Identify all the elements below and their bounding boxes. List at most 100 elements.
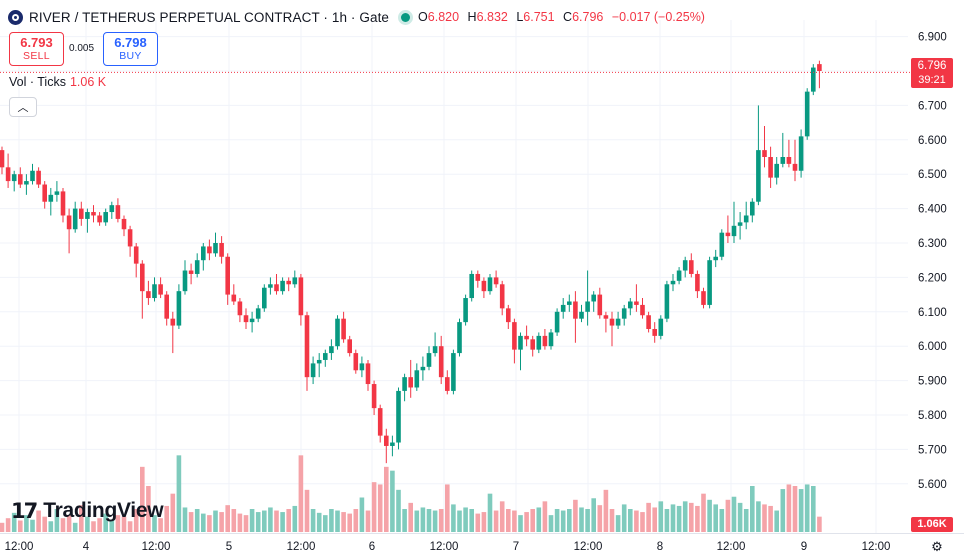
volume-bar bbox=[18, 520, 23, 532]
time-tick-label: 4 bbox=[83, 541, 90, 553]
volume-bar bbox=[768, 505, 773, 532]
candle-down bbox=[158, 284, 163, 295]
candle-down bbox=[512, 322, 517, 350]
candle-down bbox=[188, 270, 194, 274]
volume-bar bbox=[652, 507, 657, 532]
volume-bar bbox=[194, 509, 200, 532]
volume-bar bbox=[347, 513, 352, 532]
candle-up bbox=[719, 232, 725, 257]
volume-bar bbox=[408, 502, 413, 532]
candle-down bbox=[66, 215, 72, 230]
volume-bar bbox=[579, 507, 584, 532]
volume-bar bbox=[268, 507, 273, 532]
volume-bar bbox=[310, 509, 316, 532]
time-tick-label: 12:00 bbox=[287, 541, 316, 553]
volume-bar bbox=[414, 510, 420, 532]
volume-bar bbox=[158, 518, 163, 532]
candle-up bbox=[280, 280, 285, 292]
candle-down bbox=[0, 150, 5, 168]
volume-bar bbox=[786, 484, 792, 532]
volume-bar bbox=[542, 501, 548, 532]
price-tick-label: 5.600 bbox=[918, 479, 947, 491]
volume-legend[interactable]: Vol · Ticks 1.06 K bbox=[9, 75, 106, 89]
volume-bar bbox=[152, 515, 157, 532]
volume-bar bbox=[432, 510, 438, 532]
candle-up bbox=[402, 377, 407, 391]
volume-bar bbox=[188, 512, 194, 532]
candle-down bbox=[170, 318, 176, 326]
volume-bar bbox=[225, 505, 230, 532]
gear-icon[interactable]: ⚙ bbox=[931, 539, 943, 554]
volume-bar bbox=[353, 509, 359, 532]
volume-bar bbox=[609, 509, 615, 532]
buy-button[interactable]: 6.798 BUY bbox=[103, 32, 158, 66]
volume-bar bbox=[286, 509, 291, 532]
volume-bar bbox=[615, 515, 621, 532]
volume-bar bbox=[127, 521, 133, 532]
volume-bar bbox=[438, 509, 444, 532]
candle-down bbox=[121, 218, 127, 230]
candle-up bbox=[329, 346, 334, 354]
candle-up bbox=[335, 318, 340, 347]
volume-bar bbox=[91, 521, 96, 532]
volume-bar bbox=[597, 505, 603, 532]
candle-up bbox=[30, 170, 35, 182]
current-price-value: 6.796 bbox=[917, 60, 947, 72]
candle-down bbox=[219, 243, 224, 257]
symbol-logo-icon[interactable] bbox=[8, 9, 23, 25]
candle-down bbox=[408, 377, 413, 388]
volume-bar bbox=[518, 515, 523, 532]
candle-down bbox=[371, 384, 377, 409]
volume-bar bbox=[640, 512, 645, 532]
candle-up bbox=[213, 243, 218, 254]
time-tick-label: 9 bbox=[801, 541, 807, 553]
volume-bar bbox=[457, 510, 462, 532]
candle-up bbox=[554, 311, 560, 333]
candle-up bbox=[658, 318, 664, 336]
candle-down bbox=[603, 315, 609, 319]
volume-bar bbox=[756, 501, 761, 532]
candle-up bbox=[615, 318, 621, 326]
collapse-legend-button[interactable]: ︿ bbox=[9, 97, 37, 117]
candle-down bbox=[237, 301, 243, 316]
volume-bar bbox=[133, 509, 139, 532]
close-key: C bbox=[563, 10, 573, 24]
buy-price: 6.798 bbox=[114, 35, 147, 50]
volume-bar bbox=[445, 484, 450, 532]
volume-bar bbox=[451, 504, 456, 532]
sell-button[interactable]: 6.793 SELL bbox=[9, 32, 64, 66]
symbol-title[interactable]: RIVER / TETHERUS PERPETUAL CONTRACT · 1h… bbox=[29, 9, 390, 25]
volume-bar bbox=[426, 509, 432, 532]
volume-bar bbox=[335, 510, 340, 532]
candle-down bbox=[97, 215, 102, 223]
volume-bar bbox=[646, 502, 651, 532]
volume-bar bbox=[530, 509, 535, 532]
volume-bar bbox=[5, 518, 11, 532]
volume-bar bbox=[743, 509, 749, 532]
volume-bar bbox=[316, 512, 322, 532]
volume-bar bbox=[262, 510, 267, 532]
volume-bar bbox=[384, 466, 389, 532]
candle-down bbox=[164, 294, 169, 319]
tradingview-logo[interactable]: 17 TradingView bbox=[11, 499, 164, 523]
time-tick-label: 12:00 bbox=[430, 541, 459, 553]
volume-tag: 1.06K bbox=[911, 517, 953, 532]
price-tick-label: 6.400 bbox=[918, 204, 947, 216]
candle-down bbox=[225, 256, 230, 295]
candle-up bbox=[432, 346, 438, 354]
volume-bar bbox=[103, 513, 108, 532]
volume-bar bbox=[628, 509, 633, 532]
candle-up bbox=[737, 222, 743, 226]
volume-bar bbox=[701, 493, 706, 532]
volume-bar bbox=[658, 501, 664, 532]
price-tick-label: 6.300 bbox=[918, 238, 947, 250]
volume-bar bbox=[707, 499, 712, 532]
candle-up bbox=[359, 363, 365, 371]
volume-bar bbox=[164, 505, 169, 532]
volume-bar bbox=[170, 493, 176, 532]
volume-bar bbox=[481, 512, 487, 532]
volume-bar bbox=[255, 512, 261, 532]
volume-bar bbox=[207, 515, 212, 532]
volume-bar bbox=[792, 486, 798, 532]
